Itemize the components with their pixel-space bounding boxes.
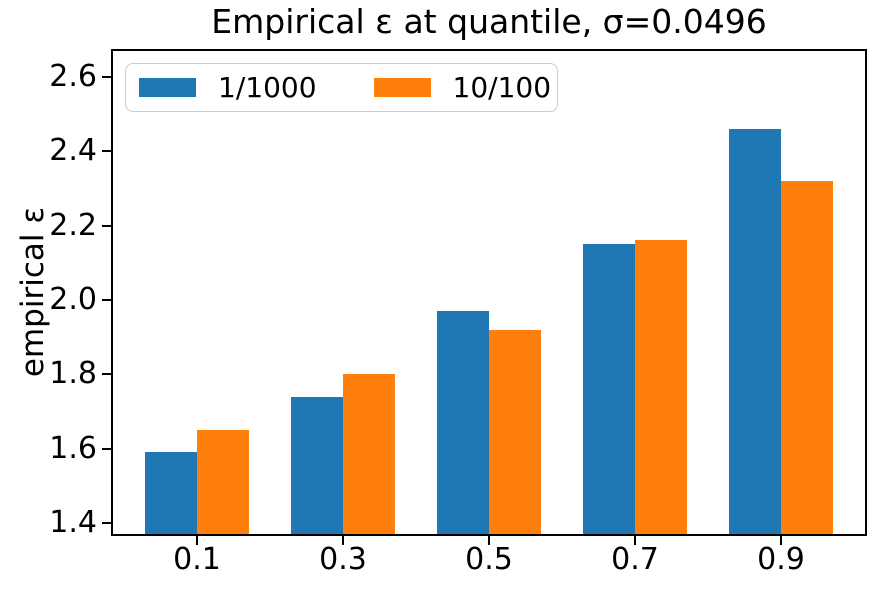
y-tick-mark [102,521,111,524]
legend-item-1-1000: 1/1000 [139,70,317,104]
x-tick-mark [342,536,344,545]
bar-10-100-x0.5 [489,330,541,534]
y-tick-label: 1.6 [49,430,97,466]
y-tick-label: 2.0 [49,281,97,317]
y-tick-label: 1.4 [49,504,97,540]
y-tick-mark [102,150,111,153]
y-tick-mark [102,298,111,301]
plot-area [111,49,867,536]
x-tick-mark [780,536,782,545]
legend-label: 10/100 [452,70,552,104]
x-tick-mark [634,536,636,545]
y-tick-mark [102,76,111,78]
bar-10-100-x0.3 [343,374,395,534]
bar-1-1000-x0.5 [437,311,489,534]
bar-1-1000-x0.1 [145,452,197,534]
bar-1-1000-x0.7 [583,244,635,534]
y-tick-label: 2.2 [49,207,97,243]
y-tick-label: 1.8 [49,356,97,392]
x-tick-label: 0.7 [611,542,659,577]
y-tick-mark [102,447,111,450]
x-tick-mark [196,536,198,545]
x-tick-label: 0.5 [465,542,513,577]
bar-10-100-x0.9 [781,181,833,534]
legend: 1/1000 10/100 [125,63,558,112]
y-tick-label: 2.6 [49,59,97,94]
y-tick-mark [102,224,111,227]
x-tick-mark [488,536,490,545]
y-tick-mark [102,373,111,376]
bar-1-1000-x0.3 [291,397,343,534]
bar-10-100-x0.7 [635,240,687,534]
x-tick-label: 0.3 [319,542,367,577]
y-tick-label: 2.4 [49,133,97,169]
legend-swatch-icon [139,78,196,97]
legend-swatch-icon [373,78,431,97]
legend-label: 1/1000 [218,70,317,104]
x-tick-label: 0.9 [757,542,805,577]
chart-title: Empirical ε at quantile, σ=0.0496 [211,2,767,41]
bar-10-100-x0.1 [197,430,249,534]
legend-item-10-100: 10/100 [373,70,552,104]
bar-1-1000-x0.9 [729,129,781,534]
x-tick-label: 0.1 [173,542,221,577]
